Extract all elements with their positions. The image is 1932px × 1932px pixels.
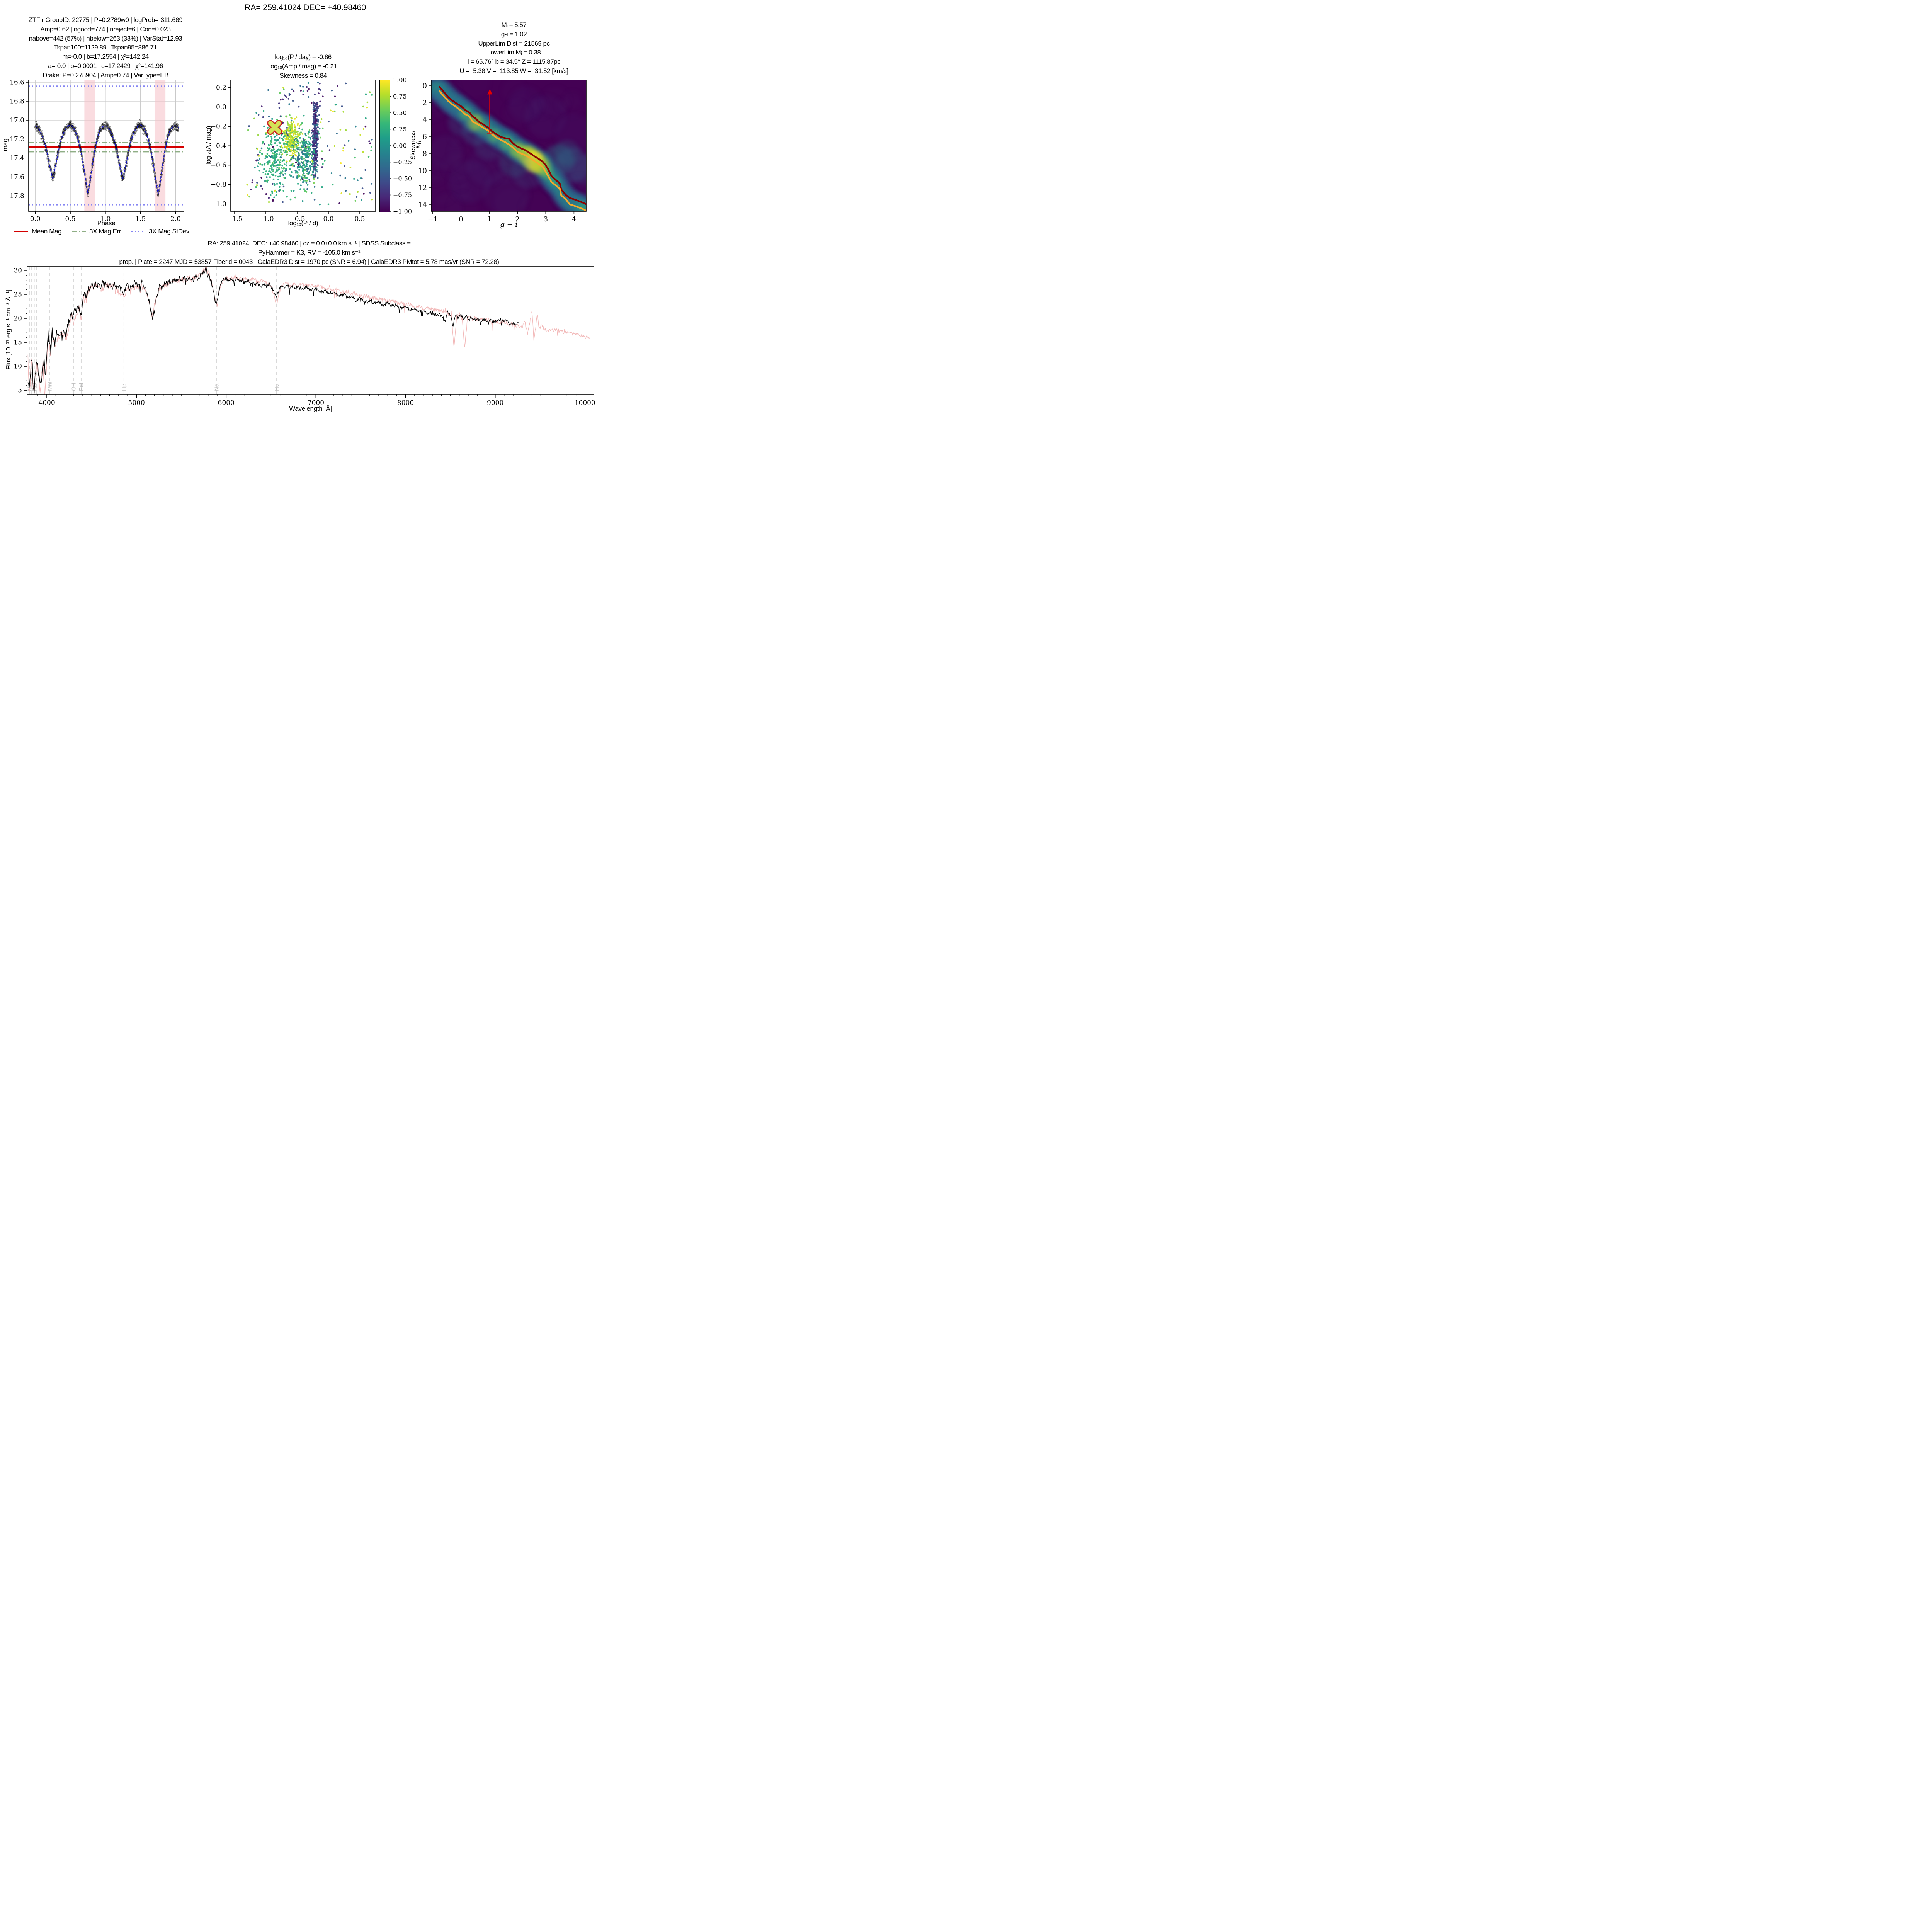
svg-text:Hβ: Hβ — [121, 383, 128, 391]
svg-text:20: 20 — [14, 315, 22, 322]
svg-text:0: 0 — [423, 82, 427, 90]
legend-label: 3X Mag StDev — [149, 228, 189, 235]
legend-item-mean-mag: Mean Mag — [14, 228, 62, 235]
legend-label: 3X Mag Err — [89, 228, 121, 235]
cmd-stats-block: Mᵢ = 5.57 g-i = 1.02 UpperLim Dist = 215… — [435, 20, 593, 76]
figure-root: RA= 259.41024 DEC= +40.98460 ZTF r Group… — [0, 0, 598, 415]
mag-err-line-swatch — [72, 231, 86, 232]
lc-stats-line: Drake: P=0.278904 | Amp=0.74 | VarType=E… — [43, 71, 168, 79]
legend-label: Mean Mag — [32, 228, 62, 235]
spectrum-header-line: PyHammer = K3, RV = -105.0 km s⁻¹ — [258, 248, 361, 256]
lc-stats-line: m=-0.0 | b=17.2554 | χ²=142.24 — [62, 53, 149, 61]
svg-text:−0.4: −0.4 — [211, 142, 226, 150]
svg-text:FeI: FeI — [78, 383, 85, 391]
ap-title-line: log₁₀(Amp / mag) = -0.21 — [269, 62, 337, 70]
cmd-heatmap — [431, 80, 586, 211]
svg-text:0.75: 0.75 — [393, 93, 407, 100]
spectrum-header-line: prop. | Plate = 2247 MJD = 53857 Fiberid… — [119, 258, 499, 265]
svg-text:10: 10 — [418, 167, 427, 175]
svg-text:Hα: Hα — [274, 383, 280, 391]
svg-text:1.00: 1.00 — [393, 77, 407, 84]
svg-text:16.8: 16.8 — [10, 98, 24, 105]
amp-period-title-block: log₁₀(P / day) = -0.86 log₁₀(Amp / mag) … — [227, 53, 379, 80]
svg-text:10: 10 — [14, 363, 22, 371]
cmd-stats-line: Mᵢ = 5.57 — [501, 21, 527, 29]
svg-text:−0.2: −0.2 — [211, 123, 226, 131]
cmd-stats-line: g-i = 1.02 — [501, 30, 527, 38]
svg-text:CH: CH — [71, 383, 77, 391]
lc-stats-line: a=-0.0 | b=0.0001 | c=17.2429 | χ²=141.9… — [48, 62, 163, 70]
svg-text:6: 6 — [423, 133, 427, 141]
spectrum-header-block: RA: 259.41024, DEC: +40.98460 | cz = 0.0… — [108, 239, 510, 266]
svg-text:0.0: 0.0 — [216, 104, 226, 111]
spectrum-y-axis-label: Flux [10⁻¹⁷ erg s⁻¹ cm⁻² Å⁻¹] — [5, 289, 12, 370]
ap-x-axis-label: log₁₀(P / d) — [288, 219, 318, 227]
lightcurve-legend: Mean Mag 3X Mag Err 3X Mag StDev — [14, 228, 189, 235]
svg-text:FeI: FeI — [31, 383, 38, 391]
svg-text:30: 30 — [14, 267, 22, 274]
svg-text:MnI: MnI — [47, 381, 53, 391]
svg-text:8: 8 — [423, 150, 427, 158]
svg-text:−1.00: −1.00 — [393, 208, 412, 215]
svg-text:−1.0: −1.0 — [211, 200, 226, 208]
mag-stdev-line-swatch — [131, 231, 146, 232]
svg-text:0.00: 0.00 — [393, 142, 407, 150]
svg-text:0.25: 0.25 — [393, 126, 407, 133]
mean-mag-line-swatch — [14, 231, 28, 232]
svg-text:−0.75: −0.75 — [393, 191, 412, 199]
svg-text:2: 2 — [423, 99, 427, 107]
svg-text:17.0: 17.0 — [10, 117, 24, 124]
svg-text:MnI: MnI — [26, 381, 33, 391]
legend-item-mag-err: 3X Mag Err — [71, 228, 121, 235]
svg-text:14: 14 — [418, 201, 427, 209]
svg-text:17.6: 17.6 — [10, 173, 24, 181]
cmd-y-axis-label: Mᵢ — [415, 141, 423, 149]
cmd-stats-line: U = -5.38 V = -113.85 W = -31.52 [km/s] — [459, 67, 568, 75]
svg-text:17.4: 17.4 — [10, 155, 24, 162]
ap-y-axis-label: log₁₀(A / mag) — [205, 126, 212, 165]
lightcurve-stats-block: ZTF r GroupID: 22775 | P=0.2789w0 | logP… — [7, 15, 204, 80]
ap-title-line: log₁₀(P / day) = -0.86 — [275, 53, 332, 61]
page-title: RA= 259.41024 DEC= +40.98460 — [245, 3, 366, 12]
spectrum-header-line: RA: 259.41024, DEC: +40.98460 | cz = 0.0… — [207, 240, 411, 247]
svg-text:5: 5 — [18, 387, 22, 395]
skewness-colorbar — [379, 80, 390, 212]
svg-text:4: 4 — [423, 116, 427, 124]
svg-text:NaI: NaI — [213, 382, 220, 391]
svg-text:17.8: 17.8 — [10, 192, 24, 200]
cmd-stats-line: LowerLim Mᵢ = 0.38 — [487, 49, 541, 56]
svg-text:0.50: 0.50 — [393, 109, 407, 117]
svg-text:25: 25 — [14, 291, 22, 298]
lc-stats-line: Amp=0.62 | ngood=774 | nreject=6 | Con=0… — [40, 25, 171, 33]
svg-text:12: 12 — [418, 184, 427, 192]
svg-text:15: 15 — [14, 339, 22, 347]
svg-text:0.2: 0.2 — [216, 84, 226, 92]
lc-stats-line: nabove=442 (57%) | nbelow=263 (33%) | Va… — [29, 34, 182, 42]
ap-title-line: Skewness = 0.84 — [279, 71, 327, 79]
lc-stats-line: Tspan100=1129.89 | Tspan95=886.71 — [54, 44, 157, 51]
svg-text:−0.6: −0.6 — [211, 162, 226, 169]
svg-text:17.2: 17.2 — [10, 136, 24, 143]
legend-item-mag-stdev: 3X Mag StDev — [131, 228, 189, 235]
svg-text:−0.50: −0.50 — [393, 175, 412, 182]
cmd-stats-line: l = 65.76° b = 34.5° Z = 1115.87pc — [467, 58, 561, 66]
spectrum-x-axis-label: Wavelength [Å] — [289, 405, 332, 412]
cmd-stats-line: UpperLim Dist = 21569 pc — [478, 39, 550, 47]
lc-x-axis-label: Phase — [97, 219, 116, 227]
svg-text:−0.8: −0.8 — [211, 181, 226, 189]
lc-stats-line: ZTF r GroupID: 22775 | P=0.2789w0 | logP… — [28, 16, 183, 24]
cmd-x-axis-label: g − i — [500, 220, 517, 229]
lc-y-axis-label: mag — [2, 138, 9, 151]
